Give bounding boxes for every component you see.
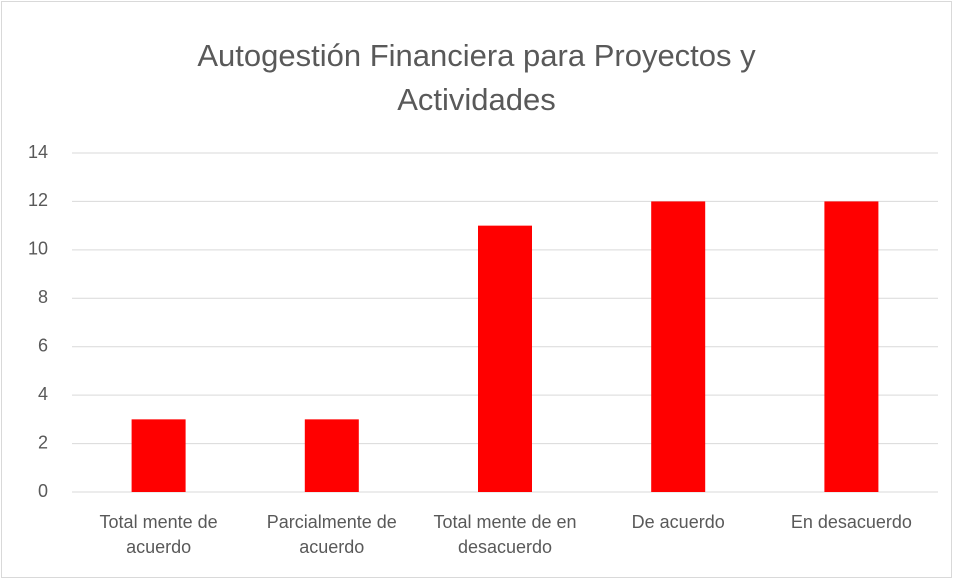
y-tick-label: 2 (38, 432, 48, 452)
x-tick-label: En desacuerdo (790, 512, 912, 532)
y-tick-label: 4 (38, 384, 48, 404)
y-tick-label: 0 (38, 481, 48, 501)
x-tick-label: De acuerdo (631, 512, 725, 532)
bar (304, 419, 359, 492)
bar (131, 419, 186, 492)
bar (824, 201, 879, 492)
bar (478, 225, 532, 492)
chart-title: Autogestión Financiera para Proyectos y … (197, 38, 756, 117)
y-tick-label: 10 (28, 239, 48, 259)
x-tick-label: Total mente de en desacuerdo (433, 512, 577, 557)
y-tick-label: 6 (38, 335, 48, 355)
x-tick-label: Total mente de acuerdo (99, 512, 218, 557)
x-tick-label: Parcialmente de acuerdo (266, 512, 397, 557)
bar (651, 201, 706, 492)
y-tick-label: 12 (28, 190, 48, 210)
y-tick-label: 14 (28, 142, 48, 162)
y-tick-label: 8 (38, 287, 48, 307)
